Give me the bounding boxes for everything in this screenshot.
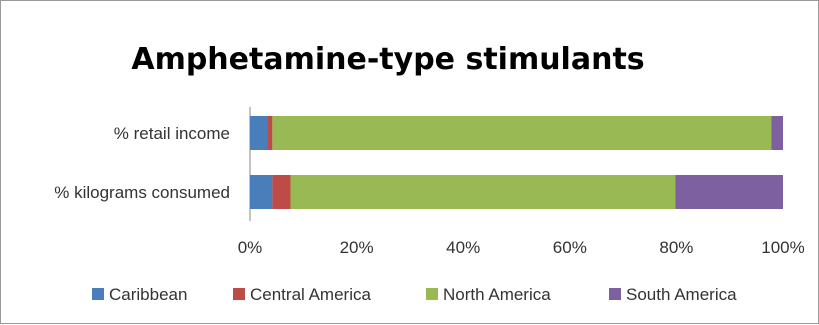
bar-segment-central-america-retail-income [267, 116, 273, 150]
x-tick-label: 80% [659, 238, 693, 257]
legend-label-south-america: South America [626, 285, 737, 304]
plot-area [249, 107, 783, 221]
bar-segment-caribbean-kilograms-consumed [250, 175, 273, 209]
bar-segment-south-america-retail-income [771, 116, 783, 150]
legend-swatch-central-america [233, 288, 245, 300]
bar-segment-caribbean-retail-income [250, 116, 268, 150]
legend-swatch-north-america [426, 288, 438, 300]
bar-segment-north-america-retail-income [272, 116, 772, 150]
category-labels: % retail income % kilograms consumed [54, 124, 230, 202]
legend-label-central-america: Central America [250, 285, 371, 304]
bar-segment-south-america-kilograms-consumed [675, 175, 783, 209]
x-tick-label: 100% [761, 238, 804, 257]
legend-swatch-caribbean [92, 288, 104, 300]
category-label-kilograms-consumed: % kilograms consumed [54, 183, 230, 202]
x-tick-label: 20% [340, 238, 374, 257]
category-label-retail-income: % retail income [114, 124, 230, 143]
x-tick-label: 60% [553, 238, 587, 257]
x-axis-ticks: 0% 20% 40% 60% 80% 100% [238, 238, 805, 257]
legend: Caribbean Central America North America … [92, 285, 737, 304]
legend-label-caribbean: Caribbean [109, 285, 187, 304]
legend-label-north-america: North America [443, 285, 551, 304]
x-tick-label: 40% [446, 238, 480, 257]
x-tick-label: 0% [238, 238, 263, 257]
legend-swatch-south-america [609, 288, 621, 300]
chart-title: Amphetamine-type stimulants [131, 42, 644, 77]
bar-segment-north-america-kilograms-consumed [290, 175, 676, 209]
bar-segment-central-america-kilograms-consumed [272, 175, 291, 209]
